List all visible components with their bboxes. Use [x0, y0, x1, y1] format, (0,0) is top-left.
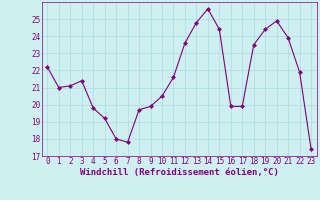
X-axis label: Windchill (Refroidissement éolien,°C): Windchill (Refroidissement éolien,°C) — [80, 168, 279, 177]
